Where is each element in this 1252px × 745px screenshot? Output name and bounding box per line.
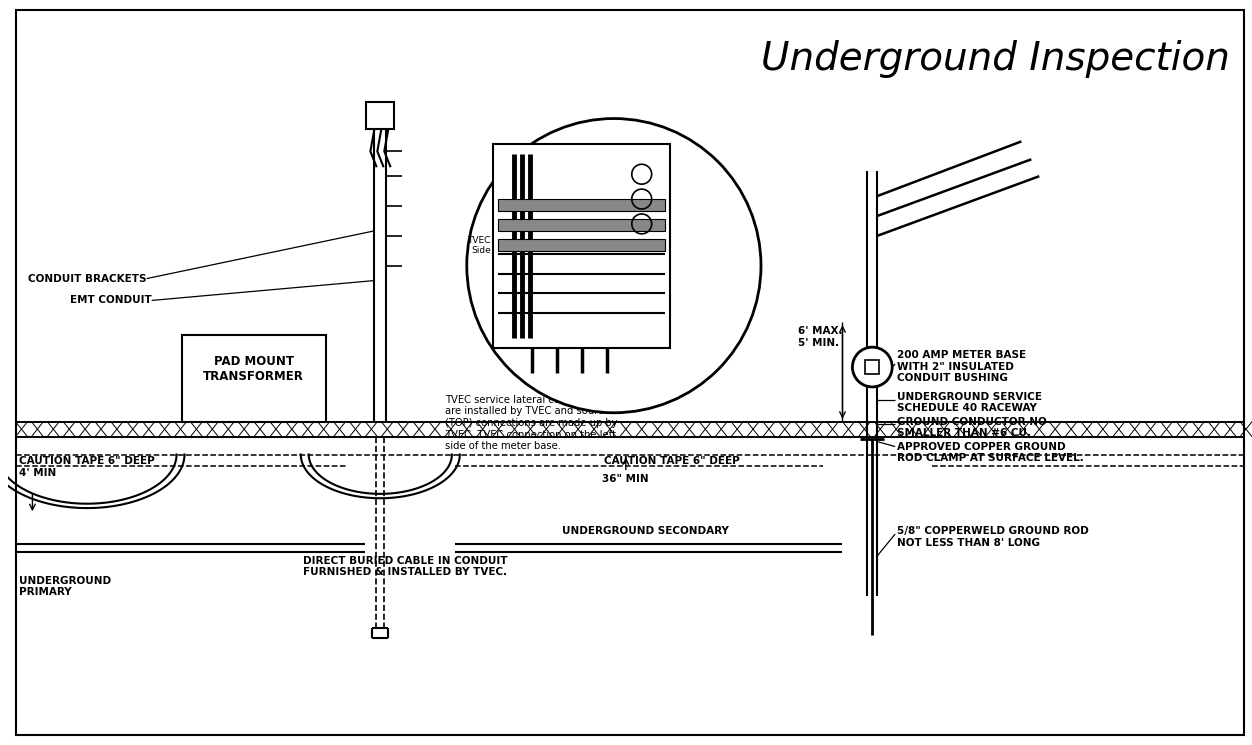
Text: CAUTION TAPE 6" DEEP
4' MIN: CAUTION TAPE 6" DEEP 4' MIN	[20, 457, 155, 478]
Text: UNDERGROUND
PRIMARY: UNDERGROUND PRIMARY	[20, 576, 111, 597]
Text: 6' MAX.
5' MIN.: 6' MAX. 5' MIN.	[798, 326, 843, 348]
Text: CONDUIT BRACKETS: CONDUIT BRACKETS	[29, 273, 146, 284]
Bar	[367, 101, 394, 130]
Bar	[497, 239, 665, 251]
Bar	[182, 335, 326, 422]
Text: APPROVED COPPER GROUND
ROD CLAMP AT SURFACE LEVEL.: APPROVED COPPER GROUND ROD CLAMP AT SURF…	[898, 442, 1084, 463]
Text: 5/8" COPPERWELD GROUND ROD
NOT LESS THAN 8' LONG: 5/8" COPPERWELD GROUND ROD NOT LESS THAN…	[898, 526, 1089, 548]
Circle shape	[853, 347, 893, 387]
Text: EMT CONDUIT: EMT CONDUIT	[70, 296, 151, 305]
Text: 36" MIN: 36" MIN	[602, 475, 649, 484]
Text: UNDERGROUND SECONDARY: UNDERGROUND SECONDARY	[562, 526, 729, 536]
Bar	[497, 199, 665, 211]
Bar	[492, 145, 670, 348]
Text: Underground Inspection: Underground Inspection	[761, 40, 1231, 78]
Text: TVEC service lateral conductors
are installed by TVEC and source
(TOP) connectio: TVEC service lateral conductors are inst…	[444, 395, 617, 451]
Text: TVEC
Side: TVEC Side	[467, 236, 491, 256]
Text: UNDERGROUND SERVICE
SCHEDULE 40 RACEWAY: UNDERGROUND SERVICE SCHEDULE 40 RACEWAY	[898, 392, 1042, 413]
Circle shape	[467, 118, 761, 413]
Bar	[865, 360, 879, 374]
Text: GROUND CONDUCTOR NO
SMALLER THAN #6 CU.: GROUND CONDUCTOR NO SMALLER THAN #6 CU.	[898, 416, 1047, 438]
Bar	[497, 219, 665, 231]
Text: PAD MOUNT
TRANSFORMER: PAD MOUNT TRANSFORMER	[203, 355, 304, 382]
Text: CAUTION TAPE 6" DEEP: CAUTION TAPE 6" DEEP	[603, 457, 740, 466]
Text: 200 AMP METER BASE
WITH 2" INSULATED
CONDUIT BUSHING: 200 AMP METER BASE WITH 2" INSULATED CON…	[898, 350, 1027, 384]
Text: DIRECT BURIED CABLE IN CONDUIT
FURNISHED & INSTALLED BY TVEC.: DIRECT BURIED CABLE IN CONDUIT FURNISHED…	[303, 556, 507, 577]
